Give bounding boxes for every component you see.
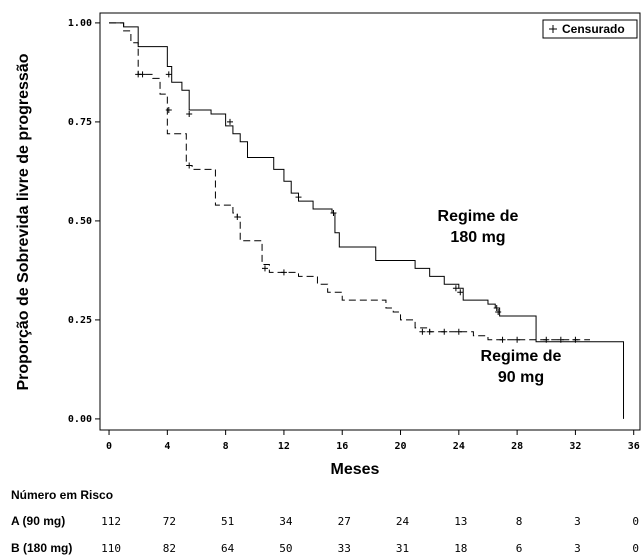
risk-value: 3 — [574, 542, 581, 555]
censor-mark — [441, 328, 448, 335]
censor-mark — [165, 71, 172, 78]
x-tick-label: 8 — [223, 441, 229, 452]
x-tick-label: 36 — [628, 441, 640, 452]
legend-marker — [549, 25, 557, 33]
risk-value: 34 — [279, 515, 293, 528]
censor-mark — [295, 194, 302, 201]
x-tick-label: 4 — [164, 441, 170, 452]
risk-value: 72 — [163, 515, 176, 528]
y-tick-label: 0.00 — [68, 414, 92, 425]
risk-row-label: B (180 mg) — [11, 541, 72, 555]
annotation: Regime de — [438, 208, 519, 225]
risk-value: 64 — [221, 542, 235, 555]
censor-mark — [499, 336, 506, 343]
annotation: 90 mg — [498, 369, 544, 386]
risk-value: 0 — [632, 515, 639, 528]
censor-mark — [543, 336, 550, 343]
risk-value: 13 — [454, 515, 467, 528]
risk-value: 82 — [163, 542, 176, 555]
risk-table-title: Número em Risco — [11, 488, 113, 502]
survival-curve — [109, 22, 590, 341]
risk-value: 0 — [632, 542, 639, 555]
risk-row-label: A (90 mg) — [11, 514, 65, 528]
y-tick-label: 1.00 — [68, 18, 92, 29]
x-tick-label: 16 — [336, 441, 348, 452]
risk-value: 3 — [574, 515, 581, 528]
y-tick-label: 0.50 — [68, 216, 92, 227]
censor-mark — [186, 162, 193, 169]
censor-mark — [330, 209, 337, 216]
risk-value: 50 — [279, 542, 292, 555]
x-tick-label: 32 — [569, 441, 581, 452]
x-tick-label: 24 — [453, 441, 465, 452]
annotation: Regime de — [481, 348, 562, 365]
risk-value: 31 — [396, 542, 409, 555]
y-tick-label: 0.25 — [68, 315, 92, 326]
censor-mark — [419, 328, 426, 335]
risk-value: 112 — [101, 515, 121, 528]
legend-box — [542, 19, 638, 39]
censor-mark — [234, 213, 241, 220]
annotation: 180 mg — [450, 229, 505, 246]
risk-value: 8 — [516, 515, 523, 528]
censor-mark — [514, 336, 521, 343]
risk-value: 27 — [338, 515, 351, 528]
censor-mark — [261, 265, 268, 272]
censor-mark — [457, 289, 464, 296]
survival-curve — [109, 22, 625, 419]
censor-mark — [557, 336, 564, 343]
x-tick-label: 12 — [278, 441, 290, 452]
censor-mark — [493, 305, 500, 312]
plot-frame — [99, 12, 641, 431]
x-tick-label: 0 — [106, 441, 112, 452]
risk-value: 110 — [101, 542, 121, 555]
risk-value: 18 — [454, 542, 467, 555]
legend-label: Censurado — [562, 22, 625, 36]
censor-mark — [227, 118, 234, 125]
risk-value: 24 — [396, 515, 410, 528]
risk-value: 33 — [338, 542, 351, 555]
censor-mark — [455, 328, 462, 335]
censor-mark — [426, 328, 433, 335]
x-axis-label: Meses — [331, 461, 380, 478]
censor-mark — [165, 107, 172, 114]
y-tick-label: 0.75 — [68, 117, 92, 128]
x-tick-label: 28 — [511, 441, 523, 452]
censor-mark — [139, 71, 146, 78]
censor-mark — [495, 308, 502, 315]
censor-mark — [280, 269, 287, 276]
x-tick-label: 20 — [394, 441, 406, 452]
censor-mark — [452, 285, 459, 292]
risk-value: 51 — [221, 515, 234, 528]
risk-value: 6 — [516, 542, 523, 555]
censor-mark — [186, 110, 193, 117]
y-axis-label: Proporção de Sobrevida livre de progress… — [15, 53, 32, 390]
